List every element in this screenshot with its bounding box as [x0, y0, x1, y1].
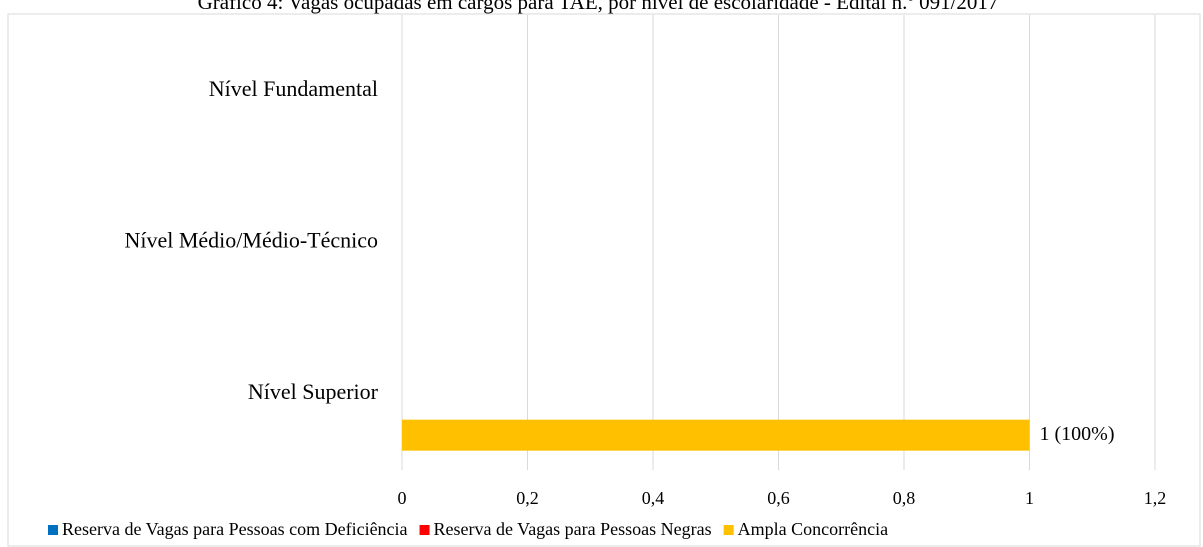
bar [402, 419, 1030, 451]
x-tick-label: 0,2 [516, 488, 539, 508]
legend-swatch [419, 525, 430, 535]
y-tick-label: Nível Fundamental [209, 76, 378, 101]
x-tick-label: 1 [1025, 488, 1034, 508]
legend-swatch [48, 525, 58, 535]
chart-frame [7, 13, 1201, 547]
y-tick-label: Nível Superior [248, 379, 379, 404]
chart-title: Gráfico 4: Vagas ocupadas em cargos para… [198, 0, 999, 14]
legend-label: Reserva de Vagas para Pessoas Negras [434, 519, 712, 539]
legend-swatch [723, 525, 734, 535]
x-tick-label: 0,8 [893, 488, 916, 508]
legend-label: Ampla Concorrência [738, 519, 888, 539]
y-tick-label: Nível Médio/Médio-Técnico [124, 228, 378, 253]
x-tick-label: 0,4 [642, 488, 665, 508]
data-label: 1 (100%) [1040, 423, 1115, 445]
x-tick-label: 1,2 [1144, 488, 1167, 508]
x-tick-label: 0 [398, 488, 407, 508]
legend-label: Reserva de Vagas para Pessoas com Defici… [62, 519, 408, 539]
x-tick-label: 0,6 [767, 488, 790, 508]
